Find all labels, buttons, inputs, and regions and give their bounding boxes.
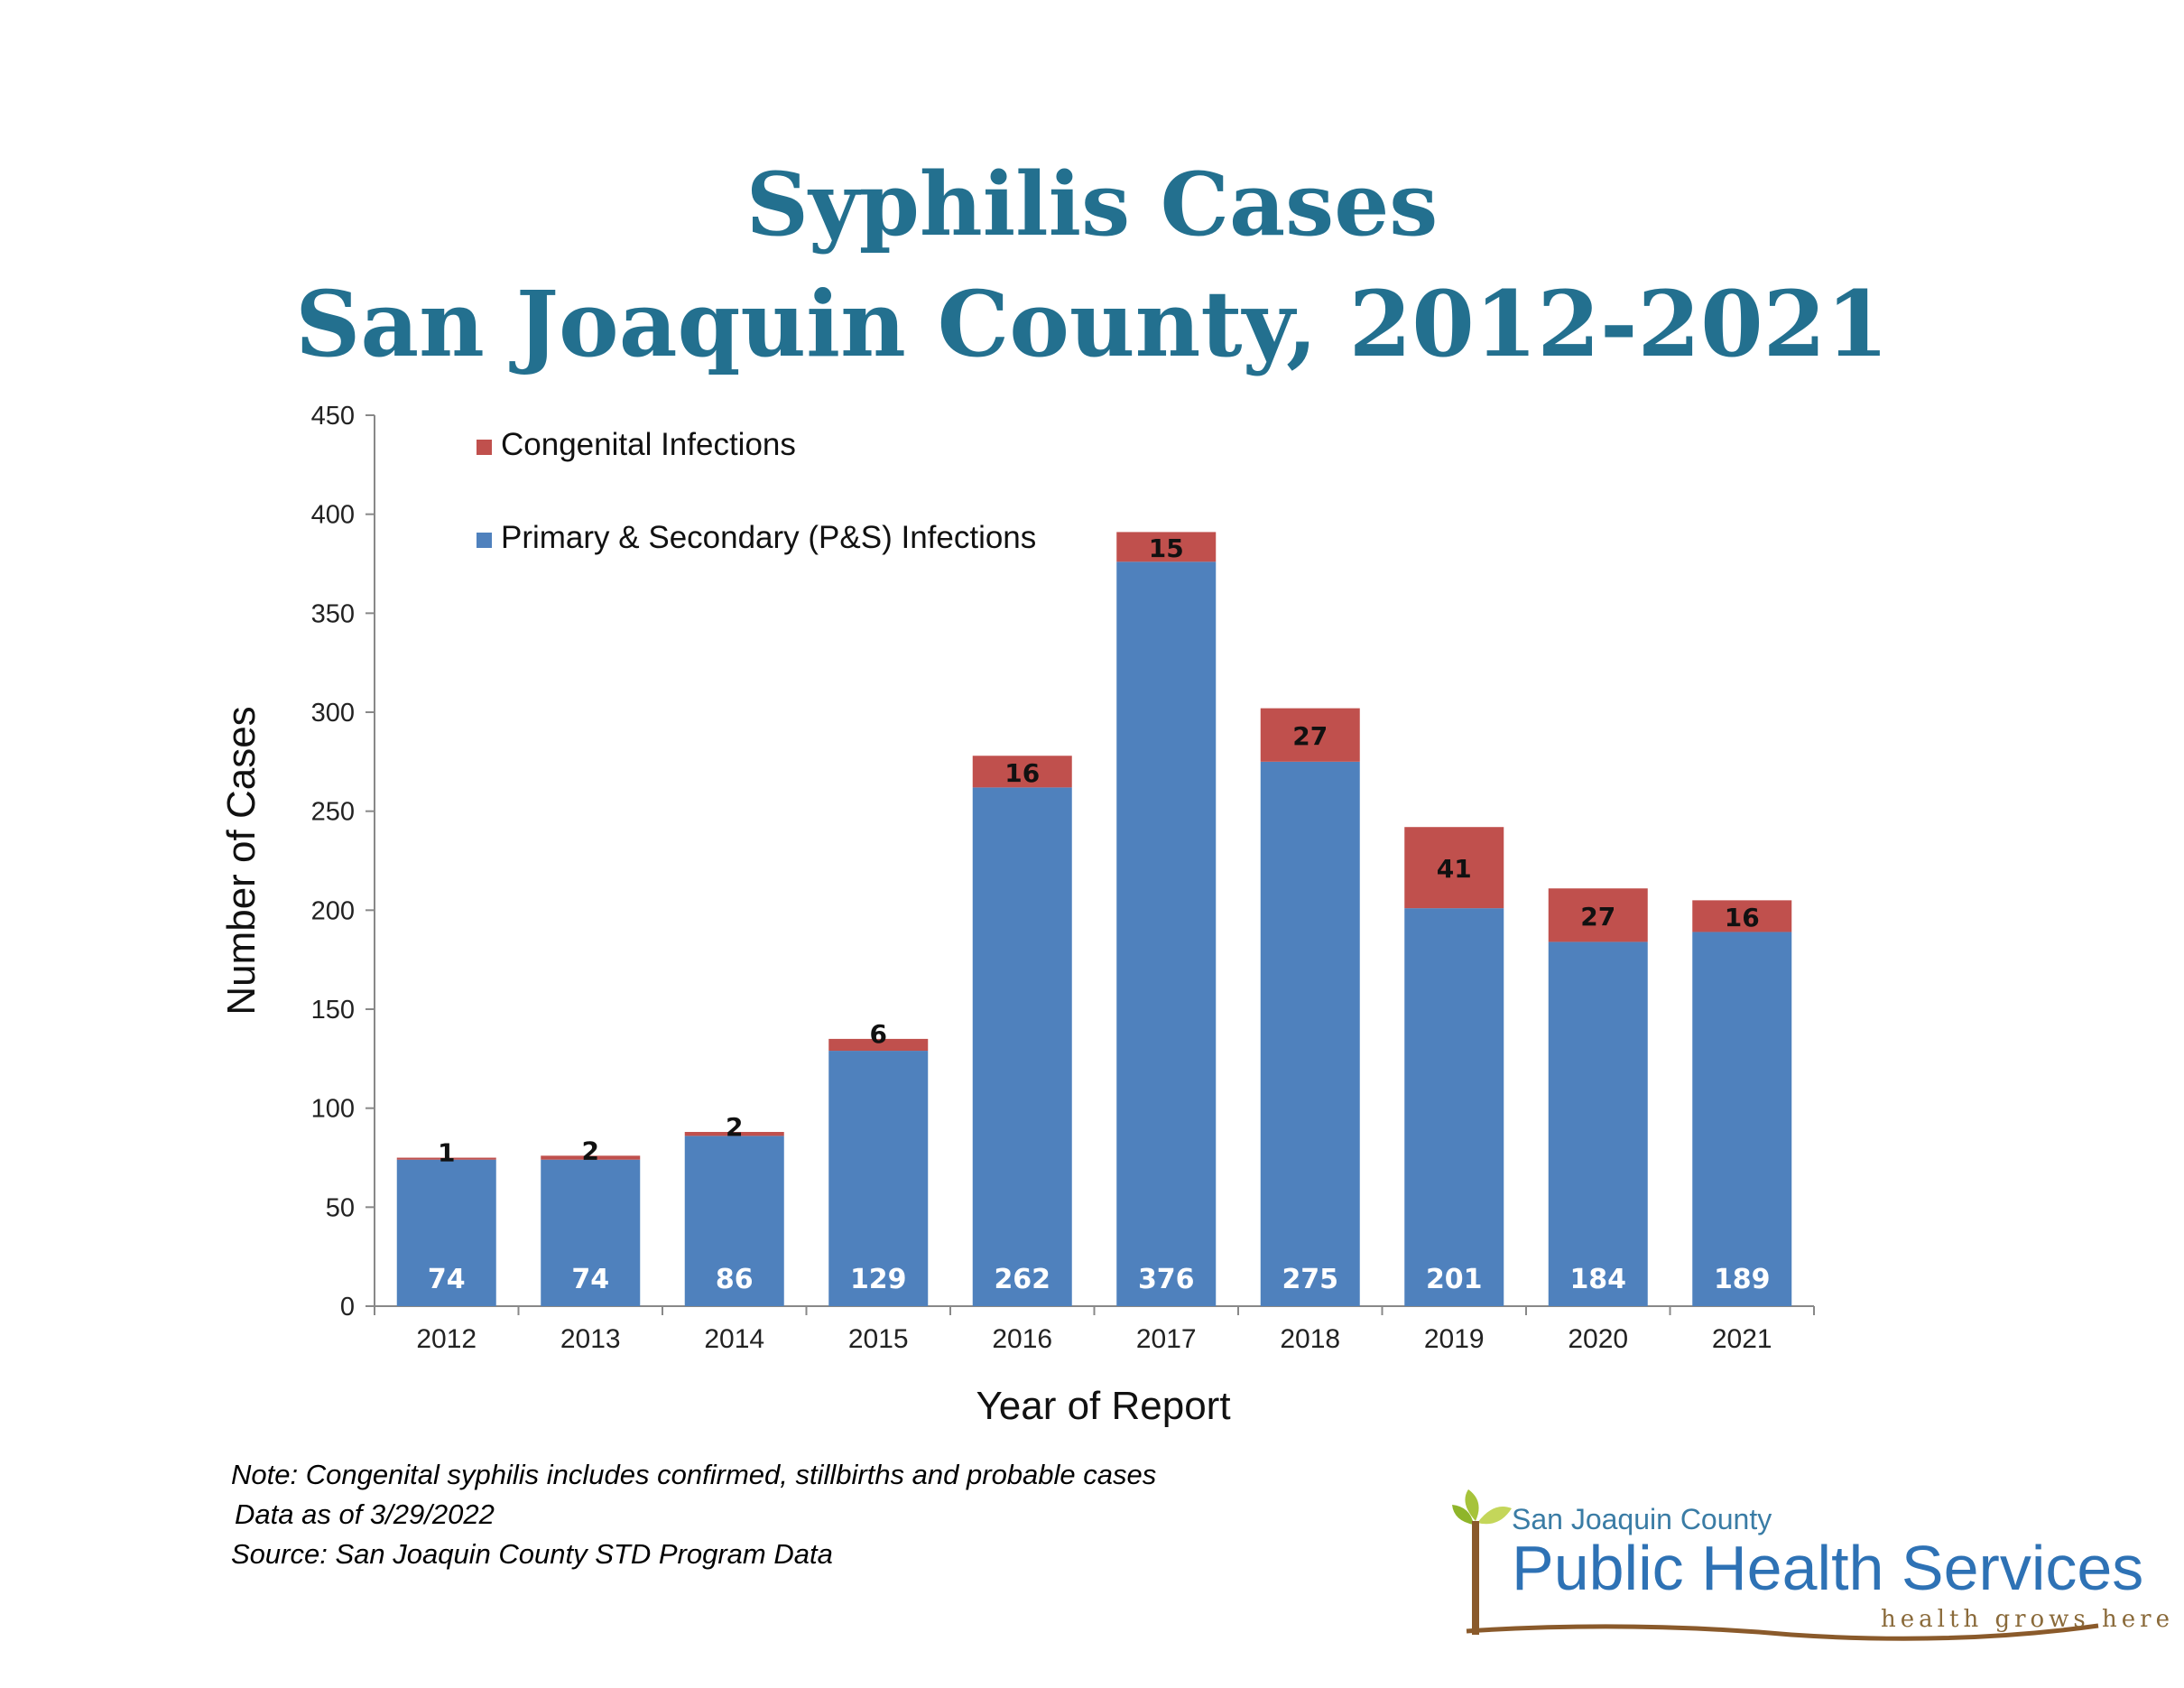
congenital-bar [684,1131,784,1136]
legend-label: Primary & Secondary (P&S) Infections [501,520,1036,555]
congenital-data-label: 1 [438,1138,455,1168]
congenital-bar [1692,900,1792,932]
chart-notes: Note: Congenital syphilis includes confi… [231,1455,1156,1574]
x-tick-label: 2021 [1712,1324,1772,1354]
ps-bar [1260,761,1360,1306]
ps-bar [1404,908,1504,1306]
x-tick-label: 2016 [992,1324,1052,1354]
y-tick-label: 200 [311,896,355,925]
y-tick-label: 150 [311,996,355,1025]
ps-data-label: 184 [1569,1264,1626,1295]
ps-data-label: 86 [716,1264,754,1295]
x-tick-label: 2015 [848,1324,909,1354]
sprout-icon [1452,1489,2099,1641]
congenital-bar [1260,708,1360,762]
logo-tagline: health grows here [1881,1606,2174,1633]
congenital-bar [1116,532,1217,562]
legend-swatch [477,440,492,455]
y-tick-label: 400 [311,501,355,530]
ps-bar [1548,941,1648,1306]
congenital-data-label: 6 [870,1019,887,1049]
ps-bar [396,1159,496,1306]
note-line: Note: Congenital syphilis includes confi… [231,1459,1157,1490]
ps-bar [541,1159,641,1306]
chart-title-line1: Syphilis Cases [745,153,1439,255]
congenital-data-label: 16 [1004,758,1040,788]
ps-data-label: 129 [850,1264,907,1295]
congenital-bar [828,1038,929,1052]
legend-swatch [477,533,492,548]
congenital-data-label: 27 [1580,902,1615,932]
ps-bar [1116,561,1217,1306]
y-tick-label: 0 [340,1293,355,1322]
ps-data-label: 201 [1426,1264,1483,1295]
congenital-data-label: 15 [1149,533,1184,563]
data-date-line: Data as of 3/29/2022 [235,1498,495,1530]
congenital-data-label: 27 [1292,721,1328,751]
ps-data-label: 74 [428,1264,466,1295]
congenital-data-label: 41 [1437,854,1472,884]
x-tick-label: 2014 [704,1324,764,1354]
ps-data-label: 262 [994,1264,1050,1295]
public-health-logo: San Joaquin County Public Health Service… [1448,1485,2179,1647]
source-line: Source: San Joaquin County STD Program D… [231,1538,833,1570]
x-tick-label: 2019 [1424,1324,1485,1354]
congenital-bar [1548,888,1648,942]
ps-bar [684,1136,784,1306]
ps-bar [828,1051,929,1306]
congenital-data-label: 2 [726,1112,743,1142]
y-axis-title: Number of Cases [219,706,264,1015]
ps-data-label: 189 [1714,1264,1771,1295]
stacked-bar-chart: 0501001502002503003504004507412012742201… [219,402,1815,1428]
congenital-bar [396,1157,496,1160]
legend-label: Congenital Infections [501,427,796,462]
x-tick-label: 2018 [1280,1324,1340,1354]
congenital-bar [972,756,1072,788]
y-tick-label: 300 [311,699,355,728]
ps-bar [972,787,1072,1306]
x-axis-title: Year of Report [976,1384,1230,1428]
ps-data-label: 74 [571,1264,609,1295]
congenital-bar [541,1155,641,1160]
x-tick-label: 2017 [1136,1324,1197,1354]
y-tick-label: 50 [326,1193,355,1222]
congenital-data-label: 16 [1725,903,1760,932]
chart-title-line2: San Joaquin County, 2012-2021 [295,271,1889,377]
x-tick-label: 2012 [416,1324,477,1354]
logo-main-text: Public Health Services [1512,1533,2144,1603]
y-tick-label: 350 [311,599,355,628]
congenital-bar [1404,827,1504,909]
logo-county-text: San Joaquin County [1512,1503,1772,1535]
congenital-data-label: 2 [582,1136,599,1165]
x-tick-label: 2020 [1568,1324,1628,1354]
y-tick-label: 100 [311,1095,355,1124]
y-tick-label: 450 [311,402,355,431]
ps-data-label: 376 [1138,1264,1195,1295]
ps-data-label: 275 [1282,1264,1338,1295]
x-tick-label: 2013 [560,1324,621,1354]
y-tick-label: 250 [311,798,355,827]
ps-bar [1692,932,1792,1306]
